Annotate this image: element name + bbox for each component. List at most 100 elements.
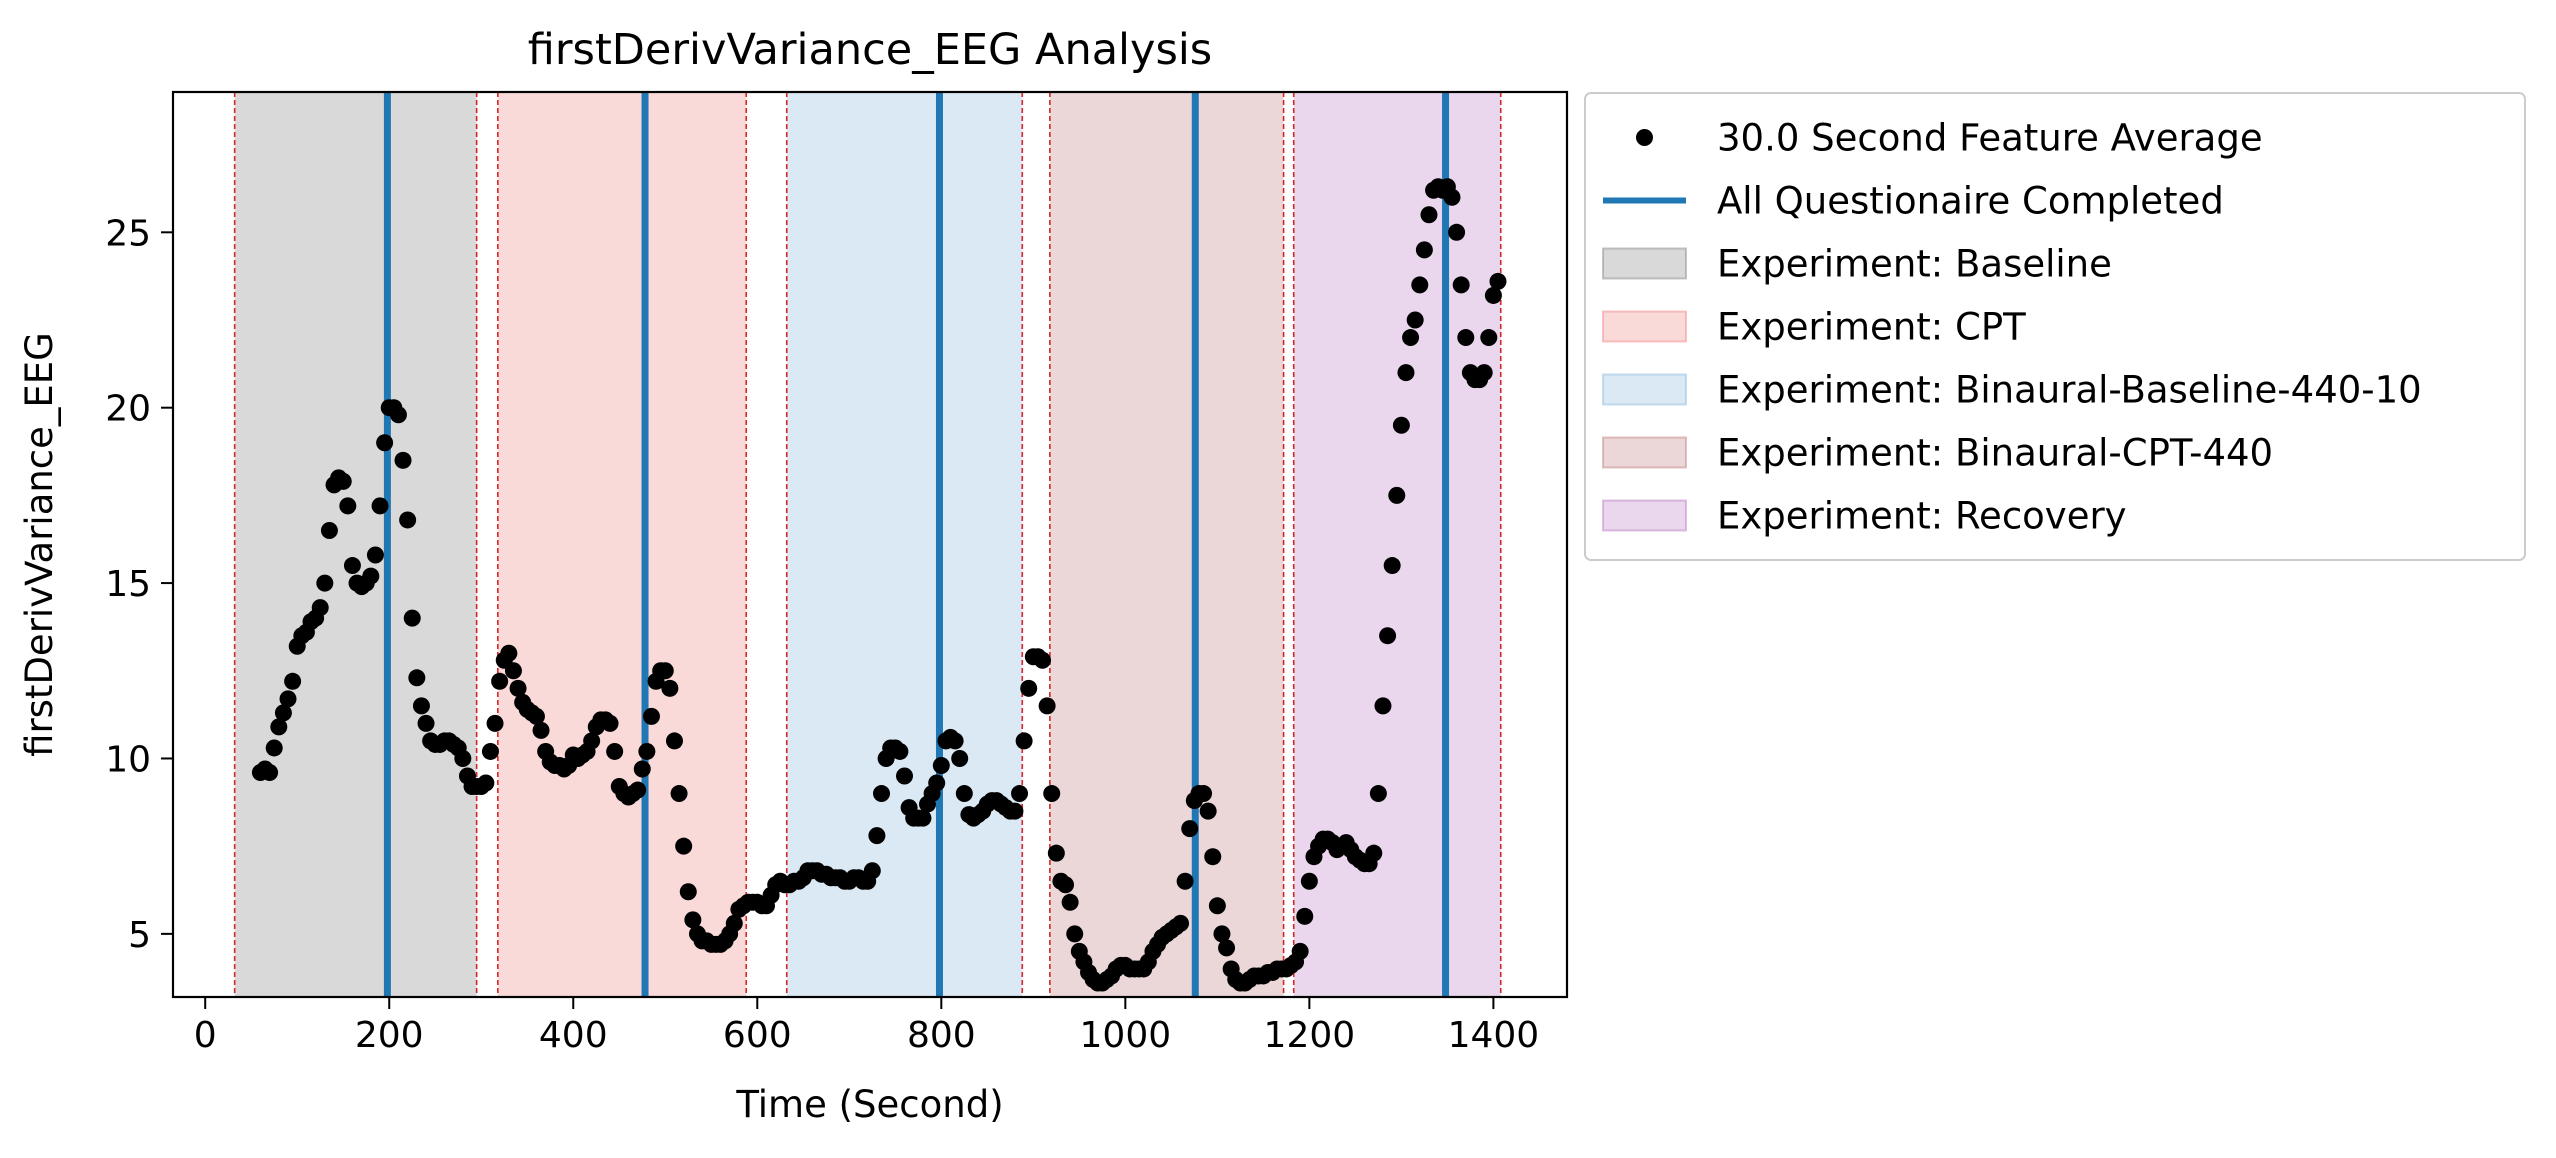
x-tick-label-4: 800	[907, 1015, 976, 1056]
legend-label-2: Experiment: Baseline	[1717, 243, 2112, 286]
data-point-19	[339, 497, 357, 515]
data-point-54	[500, 644, 518, 662]
x-tick-label-1: 200	[355, 1015, 424, 1056]
data-point-13	[311, 599, 329, 617]
data-point-242	[1365, 844, 1383, 862]
data-point-35	[412, 697, 430, 715]
data-point-147	[928, 774, 946, 792]
data-point-72	[583, 732, 601, 750]
data-point-83	[633, 760, 651, 778]
data-point-252	[1411, 276, 1429, 294]
data-point-76	[601, 714, 619, 732]
data-point-14	[316, 574, 334, 592]
data-point-133	[863, 862, 881, 880]
data-point-82	[629, 781, 647, 799]
data-points-layer	[251, 178, 1507, 992]
phase-band-4	[1293, 92, 1501, 997]
x-tick-label-3: 600	[723, 1015, 792, 1056]
y-axis-label: firstDerivVariance_EEG	[18, 332, 61, 757]
data-point-259	[1443, 188, 1461, 206]
data-point-2	[261, 764, 279, 782]
phase-boundary-layer	[233, 92, 1502, 997]
data-point-246	[1383, 557, 1401, 575]
data-point-51	[486, 714, 504, 732]
data-point-85	[642, 707, 660, 725]
data-point-30	[389, 406, 407, 424]
data-point-3	[265, 739, 283, 757]
data-point-24	[362, 567, 380, 585]
data-point-84	[638, 742, 656, 760]
data-point-172	[1043, 785, 1061, 803]
y-tick-label-1: 10	[105, 739, 151, 780]
phase-band-2	[786, 92, 1023, 997]
phase-band-1	[497, 92, 747, 997]
data-point-77	[606, 742, 624, 760]
data-point-44	[454, 749, 472, 767]
data-point-5	[274, 704, 292, 722]
data-point-261	[1452, 276, 1470, 294]
x-tick-label-6: 1200	[1264, 1015, 1356, 1056]
data-point-90	[665, 732, 683, 750]
data-point-202	[1181, 820, 1199, 838]
data-point-153	[955, 785, 973, 803]
data-point-251	[1406, 311, 1424, 329]
data-point-34	[408, 669, 426, 687]
legend-patch-3	[1602, 310, 1687, 343]
data-point-173	[1047, 844, 1065, 862]
data-point-26	[371, 497, 389, 515]
data-point-7	[284, 672, 302, 690]
data-point-205	[1195, 785, 1213, 803]
x-tick-label-0: 0	[194, 1015, 217, 1056]
data-point-228	[1300, 872, 1318, 890]
data-point-207	[1204, 848, 1222, 866]
data-point-103	[725, 914, 743, 932]
y-axis: 5 10 15 20 25	[105, 213, 173, 956]
data-point-250	[1402, 329, 1420, 347]
data-point-94	[684, 911, 702, 929]
data-point-267	[1480, 329, 1498, 347]
data-point-269	[1489, 272, 1507, 290]
y-tick-label-4: 25	[105, 213, 151, 254]
data-point-268	[1484, 286, 1502, 304]
data-point-245	[1379, 627, 1397, 645]
data-point-20	[343, 557, 361, 575]
data-point-226	[1291, 942, 1309, 960]
data-point-25	[366, 546, 384, 564]
phase-band-3	[1049, 92, 1284, 997]
legend-label-6: Experiment: Recovery	[1717, 495, 2127, 538]
data-point-165	[1011, 785, 1029, 803]
data-point-254	[1420, 206, 1438, 224]
legend-patch-6	[1602, 499, 1687, 532]
data-point-244	[1374, 697, 1392, 715]
phase-band-0	[234, 92, 477, 997]
data-point-243	[1369, 785, 1387, 803]
data-point-260	[1448, 223, 1466, 241]
data-point-91	[670, 785, 688, 803]
legend-label-4: Experiment: Binaural-Baseline-440-10	[1717, 369, 2422, 412]
data-point-50	[481, 742, 499, 760]
legend-label-5: Experiment: Binaural-CPT-440	[1717, 432, 2273, 475]
data-point-36	[417, 714, 435, 732]
legend: 30.0 Second Feature Average All Questiona…	[1584, 92, 2526, 561]
data-point-170	[1034, 651, 1052, 669]
plot-frame	[171, 90, 1569, 999]
x-tick-label-2: 400	[539, 1015, 608, 1056]
legend-marker-0	[1636, 129, 1653, 146]
data-point-177	[1066, 925, 1084, 943]
data-point-6	[279, 690, 297, 708]
data-point-56	[509, 679, 527, 697]
data-point-171	[1038, 697, 1056, 715]
data-point-18	[334, 472, 352, 490]
data-point-249	[1397, 364, 1415, 382]
x-tick-label-7: 1400	[1448, 1015, 1540, 1056]
legend-patch-5	[1602, 436, 1687, 469]
data-point-200	[1172, 914, 1190, 932]
data-point-248	[1392, 416, 1410, 434]
data-point-33	[403, 609, 421, 627]
data-point-27	[376, 434, 394, 452]
y-tick-label-3: 20	[105, 389, 151, 430]
data-point-266	[1475, 364, 1493, 382]
legend-label-0: 30.0 Second Feature Average	[1717, 117, 2263, 160]
data-point-89	[661, 679, 679, 697]
